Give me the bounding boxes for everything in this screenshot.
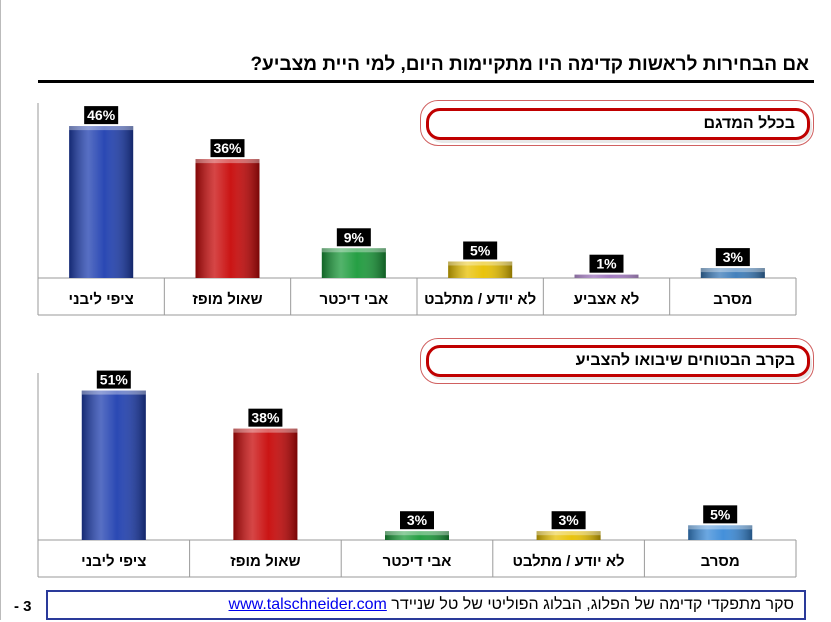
bar-shading	[233, 428, 298, 540]
footer-banner: סקר מתפקדי קדימה של הפלוג, הבלוג הפוליטי…	[46, 590, 806, 620]
bar-2: 38%	[233, 408, 298, 540]
data-label: 5%	[710, 506, 731, 522]
category-label: לא יודע / מתלבט	[513, 553, 625, 570]
bar-shading	[321, 248, 386, 278]
bar-shading	[574, 274, 639, 278]
footer-link[interactable]: www.talschneider.com	[228, 596, 387, 613]
bar-top-highlight	[81, 390, 146, 395]
data-label-box	[551, 511, 586, 530]
data-label-box	[703, 505, 738, 524]
data-label: 46%	[87, 107, 116, 123]
data-label-box	[463, 241, 498, 260]
data-label-box	[96, 370, 131, 389]
data-label: 36%	[213, 140, 242, 156]
bar-top-highlight	[195, 159, 260, 164]
bar-shading	[195, 159, 260, 278]
category-label: לא אצביע	[574, 291, 640, 308]
bar-2: 36%	[195, 139, 260, 278]
category-label: לא יודע / מתלבט	[424, 291, 536, 308]
data-label: 3%	[723, 249, 744, 265]
category-label: מסרב	[701, 553, 740, 570]
panel1-label-frame	[420, 100, 814, 146]
data-label: 3%	[407, 512, 428, 528]
data-label: 51%	[100, 372, 129, 388]
data-label: 5%	[470, 242, 491, 258]
data-label: 9%	[344, 229, 365, 245]
data-label: 1%	[596, 256, 617, 272]
chart-likely-voters: 51% ציפי ליבני 38% שאול מופז 3% אבי דיכטר 3% לא…	[37, 370, 797, 578]
data-label: 3%	[558, 512, 579, 528]
bar-shading	[700, 268, 765, 278]
bar-top-highlight	[700, 268, 765, 273]
data-label-box	[589, 254, 624, 273]
bar-3: 9%	[321, 228, 386, 278]
data-label-box	[715, 248, 750, 267]
data-label-box	[248, 408, 283, 427]
data-label-box	[336, 228, 371, 247]
category-label: אבי דיכטר	[319, 291, 388, 308]
bar-top-highlight	[69, 126, 134, 131]
category-label: ציפי ליבני	[69, 291, 134, 308]
bar-top-highlight	[536, 531, 601, 536]
category-label: אבי דיכטר	[383, 553, 452, 570]
bar-5: 1%	[574, 254, 639, 278]
bar-top-highlight	[688, 525, 753, 530]
panel2-title: בקרב הבטוחים שיבואו להצביע	[426, 345, 810, 377]
bar-top-highlight	[574, 274, 639, 278]
chart-overall-sample: 46% ציפי ליבני 36% שאול מופז 9% אבי דיכטר 5% לא…	[37, 103, 797, 316]
category-label: ציפי ליבני	[81, 553, 146, 570]
bar-6: 3%	[700, 248, 765, 278]
bar-5: 5%	[688, 505, 753, 540]
bar-top-highlight	[385, 531, 449, 536]
bar-top-highlight	[233, 428, 298, 433]
bar-top-highlight	[321, 248, 386, 253]
title-divider	[38, 80, 814, 83]
data-label: 38%	[251, 410, 280, 426]
bar-3: 3%	[385, 511, 449, 540]
bar-1: 51%	[81, 370, 146, 540]
footer-text: סקר מתפקדי קדימה של הפלוג, הבלוג הפוליטי…	[229, 596, 794, 614]
bar-shading	[688, 525, 753, 540]
category-label: מסרב	[713, 291, 752, 308]
data-label-box	[400, 511, 434, 530]
bar-shading	[69, 126, 134, 278]
bar-shading	[385, 531, 449, 540]
bar-4: 3%	[536, 511, 601, 540]
category-label: שאול מופז	[230, 553, 300, 570]
bar-shading	[81, 390, 146, 540]
panel1-title: בכלל המדגם	[426, 108, 810, 140]
data-label-box	[210, 139, 245, 158]
page-title: אם הבחירות לראשות קדימה היו מתקיימות היו…	[250, 54, 809, 75]
data-label-box	[84, 106, 119, 125]
category-label: שאול מופז	[192, 291, 262, 308]
bar-top-highlight	[448, 261, 513, 266]
bar-shading	[448, 261, 513, 278]
bar-4: 5%	[448, 241, 513, 278]
bar-shading	[536, 531, 601, 540]
page-number: - 3	[14, 598, 32, 615]
bar-1: 46%	[69, 106, 134, 278]
panel2-label-frame	[420, 338, 814, 384]
footer-caption: סקר מתפקדי קדימה של הפלוג, הבלוג הפוליטי…	[391, 596, 794, 613]
